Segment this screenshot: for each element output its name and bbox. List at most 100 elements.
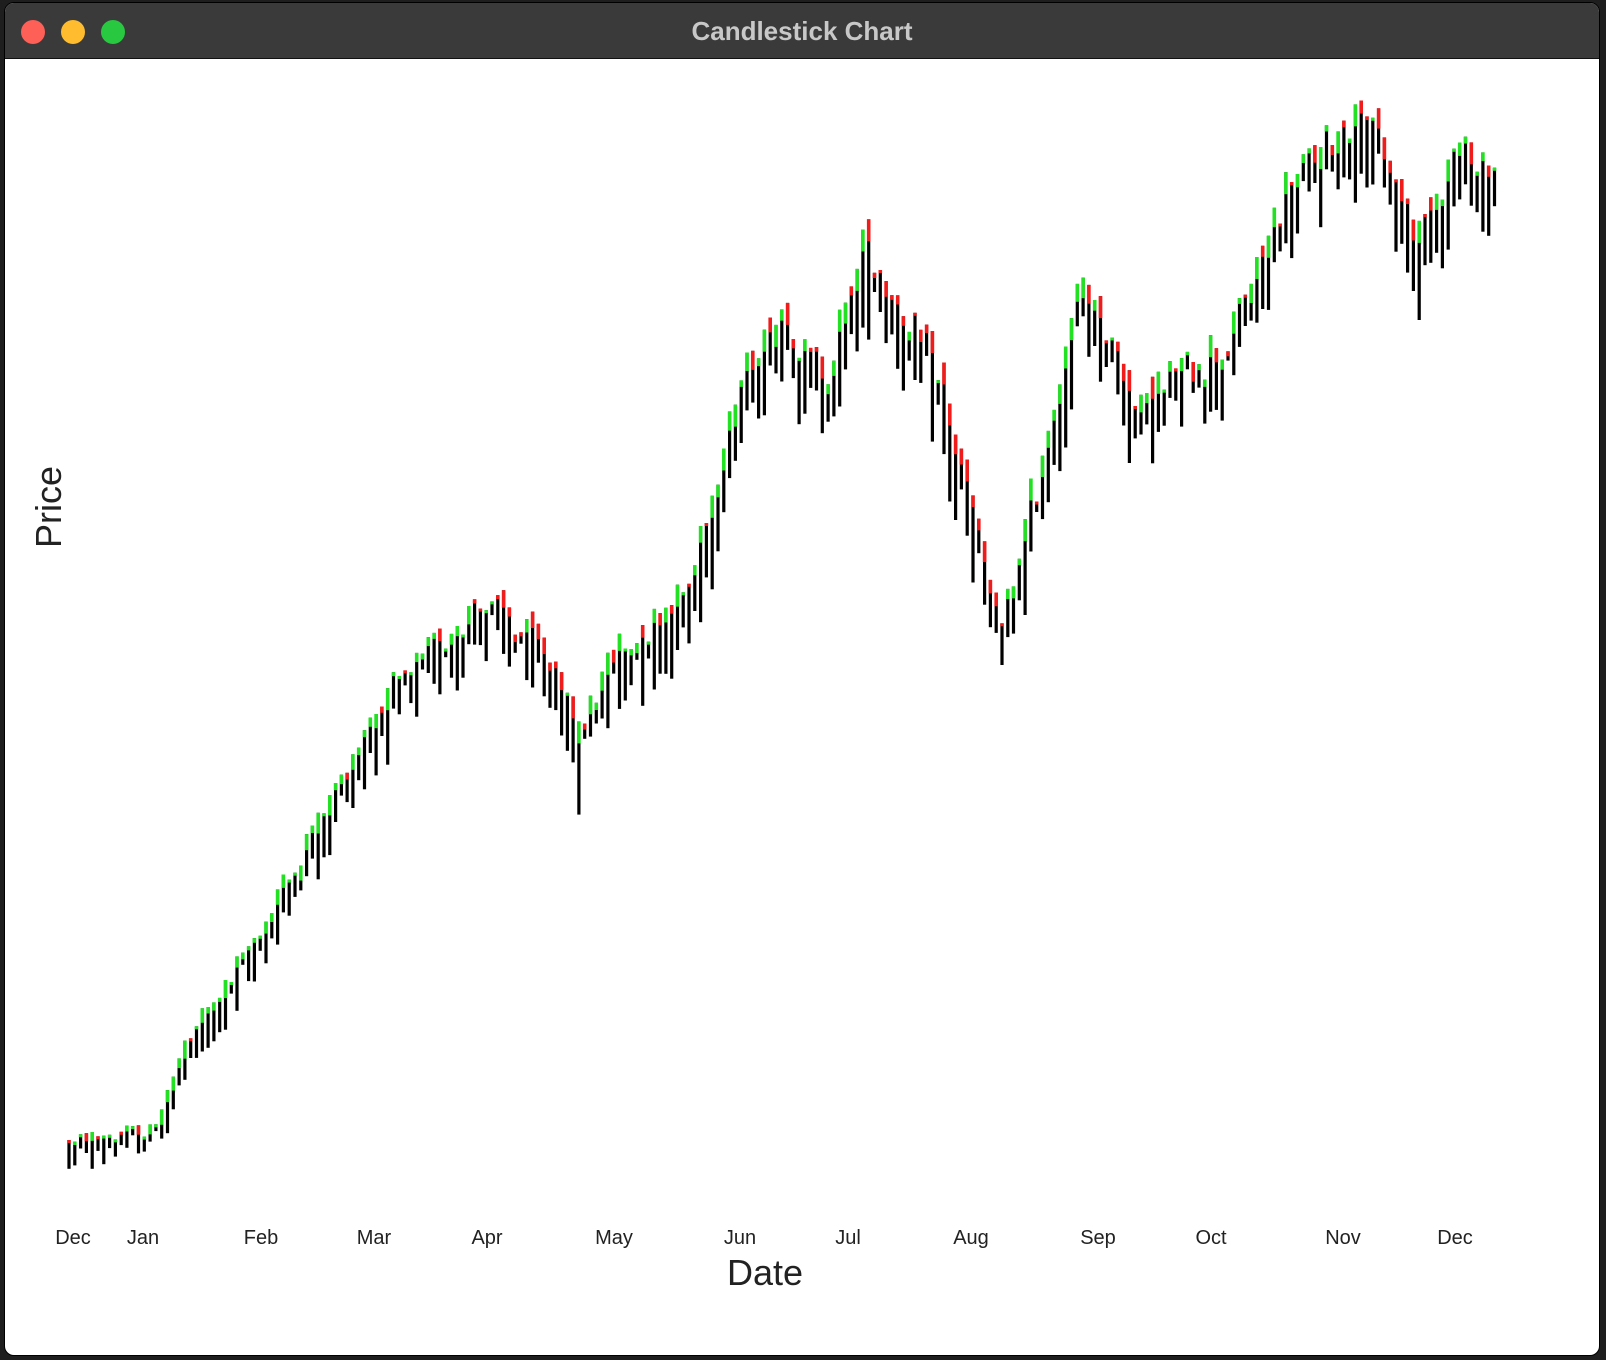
- candle-wick: [867, 219, 871, 340]
- candle-wick: [629, 649, 633, 686]
- candle-body-up: [102, 1135, 106, 1139]
- candle-body-up: [275, 889, 280, 905]
- app-window: Candlestick Chart Dec Jan Feb Mar Apr May Jun J…: [4, 2, 1600, 1356]
- candle-wick: [1487, 165, 1491, 236]
- candle-body-up: [142, 1136, 147, 1140]
- candle-wick: [1377, 108, 1381, 154]
- candle-body-up: [455, 626, 460, 637]
- candle-body-down: [478, 608, 483, 612]
- candle-wick: [849, 286, 853, 335]
- candle-body-up: [107, 1134, 112, 1138]
- candle-body-down: [890, 295, 894, 300]
- candle-body-up: [356, 747, 361, 756]
- candle-wick: [1075, 283, 1079, 327]
- candle-wick: [264, 921, 268, 964]
- candle-body-down: [1388, 160, 1392, 173]
- candle-body-down: [1405, 198, 1410, 205]
- candle-wick: [1359, 100, 1363, 174]
- candle-wick: [1284, 172, 1288, 244]
- candle-body-up: [391, 672, 396, 677]
- candle-wick: [797, 357, 801, 425]
- candle-body-up: [328, 795, 332, 816]
- candle-wick: [194, 1026, 199, 1058]
- candle-body-up: [1179, 358, 1184, 372]
- candle-body-up: [443, 648, 448, 652]
- candle-body-up: [223, 980, 228, 999]
- candle-wick: [1156, 371, 1160, 432]
- candle-body-down: [1400, 179, 1404, 202]
- candle-body-down: [345, 772, 349, 780]
- close-icon[interactable]: [21, 20, 45, 44]
- candle-wick: [449, 633, 454, 678]
- candle-wick: [1064, 346, 1068, 448]
- candle-body-down: [67, 1140, 71, 1143]
- candle-body-up: [837, 309, 842, 332]
- candle-wick: [1492, 167, 1497, 207]
- candle-wick: [1180, 358, 1184, 427]
- candle-body-up: [1040, 455, 1045, 477]
- candle-body-up: [177, 1058, 181, 1069]
- candle-wick: [432, 632, 436, 684]
- candle-wick: [739, 380, 743, 443]
- candle-body-down: [1150, 376, 1155, 399]
- candle-wick: [606, 652, 610, 729]
- candle-body-down: [1469, 142, 1474, 165]
- candle-body-up: [1318, 147, 1323, 169]
- candle-wick: [1162, 389, 1166, 426]
- candle-wick: [652, 608, 656, 690]
- candle-wick: [531, 611, 535, 688]
- candle-body-up: [1249, 283, 1253, 303]
- candle-wick: [617, 633, 622, 709]
- candle-body-down: [496, 595, 500, 600]
- candle-wick: [1168, 361, 1172, 398]
- candle-body-up: [1069, 318, 1074, 341]
- candle-wick: [461, 634, 465, 678]
- x-tick-label: Oct: [1195, 1227, 1227, 1249]
- maximize-icon[interactable]: [101, 20, 125, 44]
- candle-wick: [1330, 145, 1334, 172]
- candle-wick: [1324, 125, 1329, 170]
- candle-body-up: [1272, 207, 1277, 228]
- candle-wick: [1463, 136, 1468, 185]
- x-tick-label: Dec: [55, 1227, 91, 1249]
- candle-body-down: [919, 329, 923, 342]
- candle-body-up: [716, 484, 720, 498]
- candle-body-up: [1023, 519, 1027, 542]
- candle-body-up: [299, 865, 303, 881]
- candle-wick: [1319, 147, 1323, 228]
- candle-wick: [328, 795, 332, 856]
- minimize-icon[interactable]: [61, 20, 85, 44]
- candle-wick: [913, 312, 917, 380]
- x-tick-label: Jun: [724, 1227, 756, 1249]
- candle-wick: [1417, 220, 1421, 320]
- candle-body-up: [1336, 131, 1340, 154]
- title-bar[interactable]: Candlestick Chart: [5, 3, 1599, 59]
- candle-body-up: [681, 592, 685, 596]
- candle-wick: [901, 316, 905, 391]
- candle-body-down: [1330, 145, 1335, 155]
- candle-wick: [1000, 623, 1004, 665]
- candle-wick: [1011, 586, 1016, 634]
- candle-wick: [322, 813, 326, 858]
- candle-body-up: [1052, 409, 1056, 421]
- candle-wick: [774, 324, 778, 374]
- candle-body-up: [861, 229, 865, 252]
- x-tick-label: Aug: [953, 1227, 989, 1249]
- candle-wick: [780, 309, 784, 382]
- candle-wick: [484, 610, 488, 662]
- candle-body-down: [930, 331, 935, 353]
- candle-wick: [757, 358, 761, 419]
- candle-wick: [177, 1058, 181, 1086]
- candle-body-down: [1313, 145, 1317, 163]
- candle-body-up: [409, 672, 413, 676]
- candle-wick: [490, 601, 494, 616]
- candle-wick: [73, 1141, 77, 1166]
- candle-body-up: [1017, 558, 1022, 566]
- candle-wick: [1481, 152, 1485, 232]
- candle-body-up: [449, 633, 454, 645]
- x-tick-labels: Dec Jan Feb Mar Apr May Jun Jul Aug Sep Oct Nov Dec: [55, 1227, 1473, 1249]
- candle-wick: [843, 302, 848, 370]
- candle-wick: [1446, 159, 1450, 250]
- candle-wick: [119, 1131, 123, 1146]
- candle-body-down: [188, 1038, 193, 1042]
